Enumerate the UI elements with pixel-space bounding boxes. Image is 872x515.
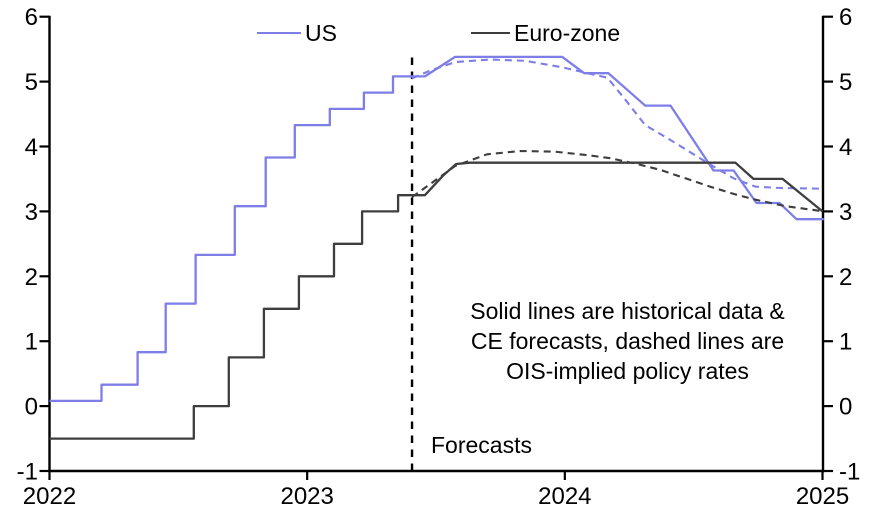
svg-text:2: 2 — [25, 264, 38, 291]
forecast-label: Forecasts — [431, 432, 532, 458]
svg-text:6: 6 — [839, 4, 852, 31]
svg-text:-1: -1 — [839, 459, 860, 486]
svg-text:3: 3 — [25, 199, 38, 226]
annotation-line-2: CE forecasts, dashed lines are — [470, 328, 785, 354]
svg-text:1: 1 — [25, 329, 38, 356]
svg-text:2025: 2025 — [796, 483, 849, 510]
annotation-line-1: Solid lines are historical data & — [470, 298, 785, 324]
svg-text:2: 2 — [839, 264, 852, 291]
svg-text:1: 1 — [839, 329, 852, 356]
svg-text:2023: 2023 — [280, 483, 333, 510]
annotation-line-3: OIS-implied policy rates — [506, 358, 749, 384]
svg-text:6: 6 — [25, 4, 38, 31]
svg-text:-1: -1 — [17, 459, 38, 486]
svg-text:4: 4 — [25, 134, 38, 161]
svg-text:0: 0 — [25, 394, 38, 421]
svg-text:3: 3 — [839, 199, 852, 226]
svg-text:5: 5 — [25, 69, 38, 96]
svg-text:5: 5 — [839, 69, 852, 96]
svg-text:0: 0 — [839, 394, 852, 421]
chart-annotation: Solid lines are historical data & CE for… — [440, 296, 815, 386]
svg-text:2024: 2024 — [538, 483, 591, 510]
svg-text:4: 4 — [839, 134, 852, 161]
svg-text:2022: 2022 — [23, 483, 76, 510]
